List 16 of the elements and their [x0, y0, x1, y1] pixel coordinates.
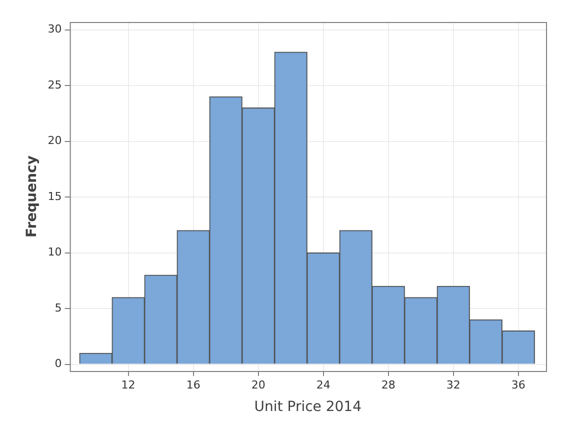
x-tick-label: 28 — [381, 378, 396, 392]
x-tick-label: 16 — [186, 378, 200, 392]
y-tick-label: 20 — [48, 134, 62, 148]
x-tick-label: 20 — [251, 378, 266, 392]
y-tick-label: 5 — [54, 301, 62, 314]
x-tick-label: 12 — [121, 378, 136, 392]
y-tick-label: 30 — [48, 22, 62, 36]
y-axis-title: Frequency — [24, 156, 40, 238]
x-tick-label: 24 — [316, 378, 330, 392]
x-tick-label: 36 — [511, 378, 526, 392]
x-tick-label: 32 — [446, 378, 460, 392]
y-tick-label: 10 — [48, 246, 62, 259]
x-axis-title: Unit Price 2014 — [254, 399, 362, 416]
y-tick-label: 0 — [54, 357, 62, 370]
y-tick-label: 15 — [48, 190, 62, 203]
y-tick-label: 25 — [48, 78, 62, 92]
